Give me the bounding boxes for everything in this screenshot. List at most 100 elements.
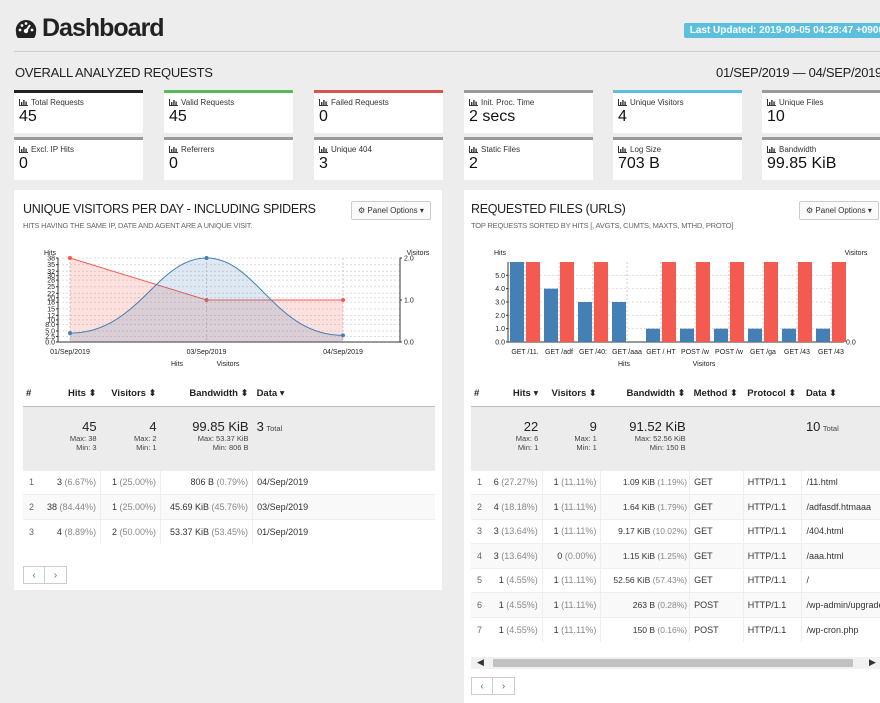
x-tick-label: POST /w	[715, 349, 744, 356]
bar-chart-icon	[169, 146, 178, 153]
visitors-point	[68, 256, 72, 260]
prev-page-button[interactable]: ‹	[23, 566, 45, 584]
hits-bar	[510, 262, 524, 342]
stat-card: Total Requests 45	[14, 90, 143, 133]
x2-axis-label: Visitors	[217, 361, 240, 368]
header-divider	[14, 51, 880, 52]
bar-chart-icon	[767, 146, 776, 153]
y-tick-label: 2.5	[45, 334, 55, 341]
y-tick-label: 5.0	[45, 328, 55, 335]
files-table-scrollbar[interactable]: ◀ ▶	[471, 657, 880, 669]
caret-down-icon: ▾	[419, 206, 424, 215]
next-page-button[interactable]: ›	[493, 677, 515, 695]
col-index: #	[26, 388, 32, 400]
y-tick-label: 15	[47, 306, 55, 313]
bar-chart-icon	[469, 146, 478, 153]
stat-label: Static Files	[469, 145, 588, 154]
hits-bar	[816, 328, 830, 342]
summary-hits-max: Max: 6	[515, 433, 539, 443]
visitors-bar	[526, 262, 540, 342]
hits-area	[70, 258, 343, 342]
col-bandwidth-sort[interactable]: Bandwidth ⬍	[189, 388, 249, 400]
caret-down-icon: ▾	[867, 206, 872, 215]
col-bandwidth-sort[interactable]: Bandwidth ⬍	[626, 388, 686, 400]
y-axis-label: Hits	[494, 250, 507, 257]
stat-label: Total Requests	[19, 98, 138, 107]
summary-visitors-max: Max: 1	[574, 433, 597, 443]
summary-bw-min: Min: 150 B	[649, 442, 686, 452]
stat-card: Unique Files 10	[762, 90, 880, 133]
summary-hits: 22	[523, 418, 539, 434]
stat-card: Valid Requests 45	[164, 90, 293, 133]
stat-value: 2 secs	[469, 108, 516, 125]
y-tick-label: 12	[47, 313, 55, 320]
stat-value: 0	[319, 108, 328, 125]
x-tick-label: GET /40:	[579, 349, 607, 356]
summary-bandwidth: 91.52 KiB	[629, 418, 686, 434]
y-tick-label: 0.0	[495, 340, 505, 347]
stat-label: Log Size	[618, 145, 737, 154]
col-protocol-sort[interactable]: Protocol ⬍	[747, 388, 797, 400]
summary-bandwidth: 99.85 KiB	[192, 418, 249, 434]
stat-value: 45	[19, 108, 37, 125]
visitors-panel: UNIQUE VISITORS PER DAY - INCLUDING SPID…	[14, 190, 442, 590]
stat-card: Init. Proc. Time 2 secs	[464, 90, 593, 133]
hits-bar	[646, 328, 660, 342]
table-row[interactable]: 2 38 (84.44%) 1 (25.00%) 45.69 KiB (45.76%)…	[23, 494, 435, 519]
y2-tick-label: 1.0	[404, 298, 414, 305]
summary-hits-min: Min: 3	[76, 442, 97, 452]
last-updated-badge: Last Updated: 2019-09-05 04:28:47 +0900	[683, 23, 880, 38]
col-visitors-sort[interactable]: Visitors ⬍	[551, 388, 597, 400]
stat-value: 0	[19, 155, 28, 172]
visitors-table-header: # Hits ⬍ Visitors ⬍ Bandwidth ⬍ Data ▾	[23, 382, 435, 406]
summary-visitors-min: Min: 1	[136, 442, 157, 452]
visitors-point	[204, 298, 209, 302]
files-panel-options-button[interactable]: ⚙ Panel Options ▾	[799, 201, 879, 220]
col-visitors-sort[interactable]: Visitors ⬍	[111, 388, 157, 400]
col-data-sort[interactable]: Data ⬍	[805, 388, 838, 400]
stat-label: Valid Requests	[169, 98, 288, 107]
visitors-bar	[662, 262, 676, 342]
app-header: Dashboard	[14, 14, 165, 43]
summary-data-total: Total	[822, 423, 839, 433]
y2-tick-label: 2.0	[404, 256, 414, 263]
scroll-left-icon[interactable]: ◀	[477, 657, 484, 667]
files-table: # Hits ▾ Visitors ⬍ Bandwidth ⬍ Method ⬍…	[471, 382, 880, 642]
hits-bar	[714, 328, 728, 342]
scroll-right-icon[interactable]: ▶	[869, 657, 876, 667]
col-hits-sort[interactable]: Hits ▾	[512, 388, 539, 400]
stat-card: Unique Visitors 4	[613, 90, 742, 133]
y-tick-label: 3.0	[495, 300, 505, 307]
stat-label: Unique 404	[319, 145, 438, 154]
y-tick-label: 0.0	[45, 340, 55, 347]
stat-value: 2	[469, 155, 478, 172]
stat-card: Failed Requests 0	[314, 90, 443, 133]
summary-visitors-max: Max: 2	[134, 433, 157, 443]
stat-label: Init. Proc. Time	[469, 98, 588, 107]
col-hits-sort[interactable]: Hits ⬍	[68, 388, 97, 400]
col-method-sort[interactable]: Method ⬍	[693, 388, 739, 400]
scrollbar-thumb[interactable]	[493, 659, 853, 667]
stat-value: 99.85 KiB	[767, 155, 837, 172]
col-data-sort[interactable]: Data ▾	[256, 388, 285, 400]
date-range: 01/SEP/2019 — 04/SEP/2019	[716, 65, 880, 80]
stat-value: 4	[618, 108, 627, 125]
visitors-panel-options-button[interactable]: ⚙ Panel Options ▾	[351, 201, 431, 220]
prev-page-button[interactable]: ‹	[471, 677, 493, 695]
summary-bw-min: Min: 806 B	[212, 442, 249, 452]
next-page-button[interactable]: ›	[45, 566, 67, 584]
hits-bar	[782, 328, 796, 342]
hits-bar	[578, 302, 592, 342]
visitors-summary-row: 45 Max: 38 Min: 3 4 Max: 2 Min: 1 99.85 …	[23, 406, 435, 470]
files-panel: REQUESTED FILES (URLS) TOP REQUESTS SORT…	[464, 190, 880, 703]
stat-value: 0	[169, 155, 178, 172]
